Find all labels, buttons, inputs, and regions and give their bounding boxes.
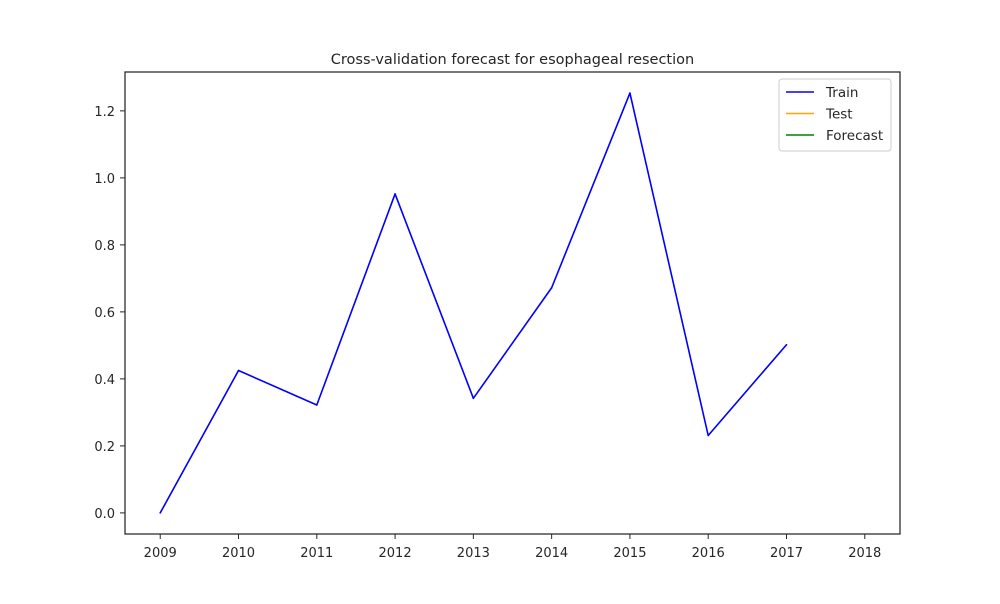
data-point-train: [785, 343, 788, 346]
x-tick-label: 2011: [300, 546, 333, 561]
data-point-train: [707, 434, 710, 437]
series-lines: [159, 92, 788, 514]
x-tick-label: 2015: [613, 546, 646, 561]
y-tick-label: 0.4: [94, 373, 115, 388]
data-point-train: [315, 404, 318, 406]
data-point-train: [472, 397, 475, 400]
data-point-train: [394, 193, 396, 195]
legend: Train Test Forecast: [778, 78, 892, 152]
data-point-train: [629, 92, 631, 94]
data-point-train: [237, 369, 240, 372]
x-tick-label: 2018: [848, 546, 881, 561]
x-tick-label: 2012: [379, 546, 412, 561]
axis-ticks: 2009 2010 2011 2012 2013 2014 2015 2016 2017 2018…: [94, 105, 881, 561]
legend-box: [778, 78, 892, 152]
x-tick-label: 2009: [144, 546, 177, 561]
y-tick-label: 1.2: [94, 105, 115, 120]
x-tick-label: 2017: [770, 546, 803, 561]
chart-title: Cross-validation forecast for esophageal…: [331, 52, 694, 68]
y-tick-label: 0.2: [94, 440, 115, 455]
legend-label-test: Test: [825, 107, 853, 123]
y-tick-label: 0.6: [94, 306, 115, 321]
y-tick-label: 0.8: [94, 239, 115, 254]
legend-label-forecast: Forecast: [826, 128, 883, 144]
x-tick-label: 2016: [692, 546, 725, 561]
plot-frame: [124, 71, 901, 535]
y-tick-label: 1.0: [94, 172, 115, 187]
x-tick-label: 2013: [457, 546, 490, 561]
series-line-train: [159, 92, 788, 514]
y-tick-label: 0.0: [94, 507, 115, 522]
data-point-train: [550, 286, 553, 289]
data-point-train: [159, 512, 162, 514]
x-tick-label: 2010: [222, 546, 255, 561]
x-tick-label: 2014: [535, 546, 568, 561]
legend-label-train: Train: [825, 85, 858, 101]
